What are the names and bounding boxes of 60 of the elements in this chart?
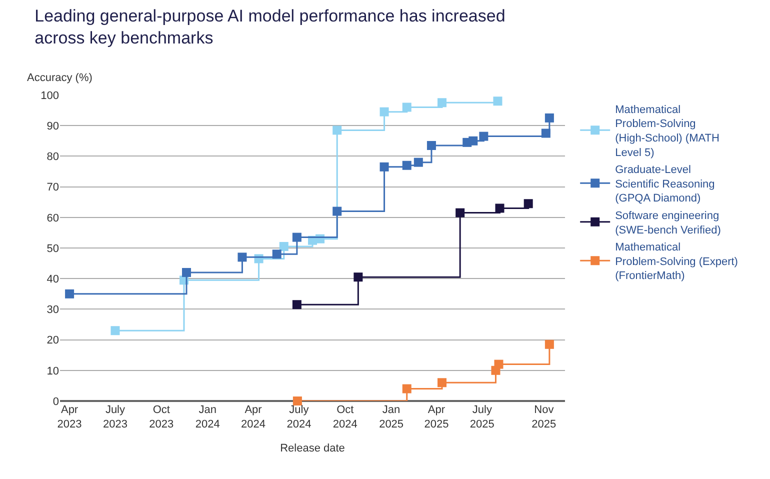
point xyxy=(110,326,120,336)
point xyxy=(402,384,412,394)
point xyxy=(438,98,447,108)
point xyxy=(468,136,478,146)
point xyxy=(292,300,302,310)
y-tick-label: 90 xyxy=(46,120,59,132)
x-axis-title: Release date xyxy=(280,442,345,454)
x-tick-label: Apr 2025 xyxy=(424,404,449,430)
point xyxy=(479,132,488,141)
y-tick-label: 20 xyxy=(46,334,59,347)
y-axis-title: Accuracy (%) xyxy=(27,72,92,84)
point xyxy=(402,102,412,112)
x-tick-label: Jan 2025 xyxy=(379,404,404,430)
x-tick-label: Oct 2024 xyxy=(332,404,358,430)
point xyxy=(402,160,412,170)
point xyxy=(332,126,342,135)
point xyxy=(544,340,554,349)
legend-label: Mathematical Problem-Solving (High-School) (MATH Level 5) xyxy=(615,104,720,159)
point xyxy=(279,242,288,251)
x-tick-label: Jan 2024 xyxy=(195,404,220,430)
y-tick-label: 60 xyxy=(46,212,59,224)
x-tick-label: Apr 2023 xyxy=(57,404,82,430)
point xyxy=(238,252,247,262)
legend-label: Graduate-Level Scientific Reasoning (GPQA Diamond) xyxy=(615,164,715,205)
point xyxy=(65,289,74,298)
point xyxy=(456,208,465,218)
point xyxy=(292,232,302,242)
x-tick-label: July 2024 xyxy=(286,404,312,430)
y-tick-label: 80 xyxy=(46,151,59,164)
legend-label: Software engineering (SWE-bench Verified) xyxy=(615,210,721,236)
point xyxy=(292,396,302,406)
point xyxy=(494,360,504,369)
y-tick-label: 0 xyxy=(52,396,59,408)
point xyxy=(544,113,554,122)
x-tick-label: Oct 2023 xyxy=(149,404,174,430)
point xyxy=(541,128,550,138)
point xyxy=(182,268,191,277)
point xyxy=(493,96,502,106)
point xyxy=(524,199,533,208)
point xyxy=(332,206,342,216)
x-tick-label: July 2025 xyxy=(470,404,494,430)
chart-title: Leading general-purpose AI model performance has increased across key benchmarks xyxy=(34,6,506,48)
x-tick-label: Nov 2025 xyxy=(532,404,556,430)
point xyxy=(380,162,389,172)
legend-label: Mathematical Problem-Solving (Expert) (FrontierMath) xyxy=(615,242,738,282)
point xyxy=(380,107,389,116)
y-tick-label: 100 xyxy=(40,90,59,102)
y-tick-label: 30 xyxy=(46,304,59,316)
y-tick-label: 50 xyxy=(46,242,59,255)
point xyxy=(354,272,363,282)
y-tick-label: 40 xyxy=(46,273,59,286)
y-tick-label: 10 xyxy=(46,365,59,378)
x-tick-label: Apr 2024 xyxy=(241,404,266,430)
point xyxy=(438,378,447,388)
point xyxy=(272,250,282,259)
point xyxy=(426,140,436,150)
x-tick-label: July 2023 xyxy=(102,404,128,430)
point xyxy=(495,204,504,213)
point xyxy=(414,158,423,167)
y-tick-label: 70 xyxy=(46,182,59,194)
